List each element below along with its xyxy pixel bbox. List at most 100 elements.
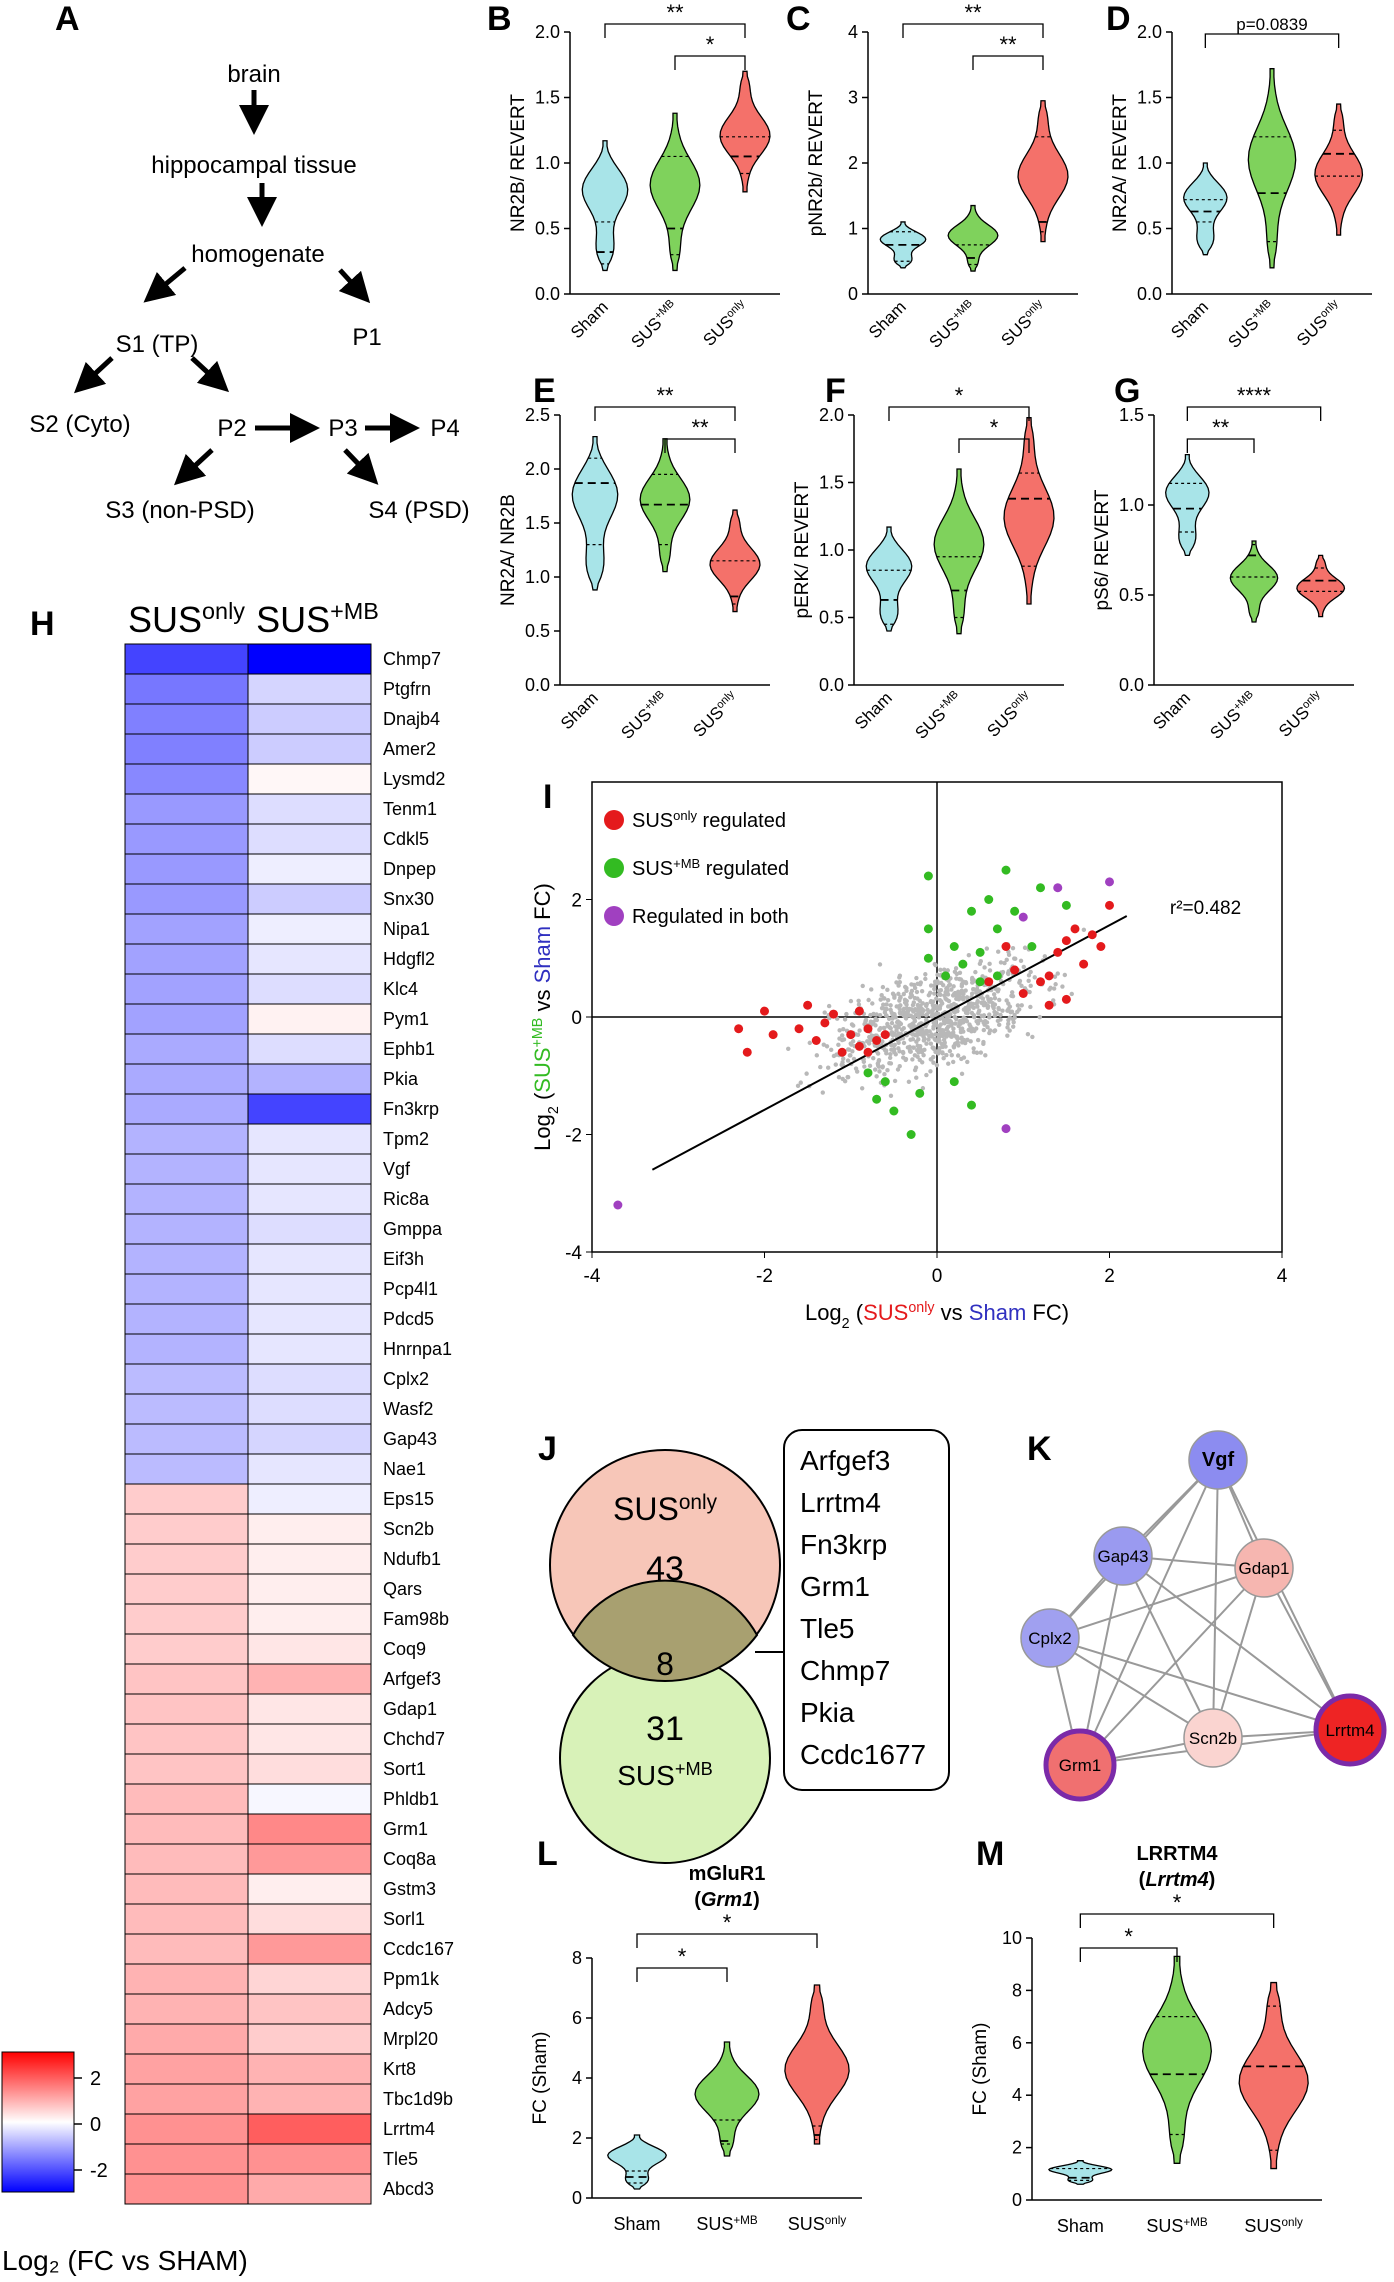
background-point — [893, 1015, 898, 1020]
background-point — [877, 962, 883, 967]
background-point — [910, 1037, 916, 1042]
heatmap-row-label: Cplx2 — [383, 1369, 429, 1389]
background-point — [951, 1026, 956, 1031]
heatmap-row-label: Lrrtm4 — [383, 2119, 435, 2139]
background-point — [845, 1074, 850, 1080]
heatmap-row-label: Tle5 — [383, 2149, 418, 2169]
background-point — [889, 1020, 895, 1026]
heatmap-cell — [124, 1483, 249, 1515]
heatmap-cell — [124, 943, 249, 975]
background-point — [945, 1014, 951, 1019]
background-point — [973, 969, 978, 975]
background-point — [896, 1021, 902, 1026]
background-point — [878, 997, 883, 1002]
heatmap-cell — [124, 763, 249, 795]
background-point — [937, 1016, 943, 1021]
heatmap-cell — [247, 1003, 372, 1035]
background-point — [1007, 1028, 1012, 1033]
background-point — [845, 1047, 851, 1052]
violin-susmb — [649, 112, 701, 272]
heatmap-cell — [247, 1693, 372, 1725]
background-point — [888, 1051, 893, 1057]
venn-gene: Ccdc1677 — [800, 1739, 926, 1770]
background-point — [906, 1013, 912, 1018]
arrow-homogenate-s1 — [143, 266, 187, 303]
x-tick-label: Sham — [613, 2214, 660, 2234]
background-point — [928, 1069, 933, 1074]
violin-susonly — [1003, 417, 1055, 605]
x-tick-label: -4 — [584, 1266, 601, 1287]
network-node-label: Vgf — [1202, 1449, 1235, 1471]
heatmap-cell — [247, 1393, 372, 1425]
background-point — [951, 1045, 957, 1050]
background-point — [873, 1023, 878, 1028]
background-point — [914, 1075, 919, 1080]
violin-susmb — [1142, 1955, 1212, 2164]
background-point — [1017, 978, 1023, 984]
heatmap-cell — [124, 2023, 249, 2055]
y-tick-label: 1.0 — [819, 540, 844, 560]
background-point — [991, 992, 997, 997]
background-point — [911, 1045, 916, 1050]
x-tick-label: Sham — [1149, 688, 1194, 733]
heatmap-row-label: Abcd3 — [383, 2179, 434, 2199]
heatmap-row-label: Pcp4l1 — [383, 1279, 438, 1299]
background-point — [897, 998, 902, 1003]
y-tick-label: 4 — [572, 2068, 582, 2088]
heatmap-column-susmb: SUS+MB — [256, 598, 379, 640]
background-point — [907, 1023, 912, 1028]
heatmap-cell — [124, 1333, 249, 1365]
background-point — [940, 1050, 945, 1055]
heatmap-row-label: Ccdc167 — [383, 1939, 454, 1959]
background-point — [895, 1067, 901, 1072]
background-point — [893, 1052, 898, 1057]
y-tick-label: 0.0 — [535, 284, 560, 304]
arrow-s1-s2 — [73, 356, 114, 394]
heatmap-cell — [124, 1423, 249, 1455]
heatmap-cell — [124, 2113, 249, 2145]
background-point — [840, 1076, 845, 1082]
background-point — [894, 1028, 899, 1033]
background-point — [957, 1019, 962, 1024]
both-point — [1053, 883, 1063, 893]
panel-label-i: I — [543, 778, 553, 816]
background-point — [953, 966, 959, 971]
background-point — [1009, 990, 1015, 995]
susonly-point — [1061, 936, 1071, 946]
background-point — [873, 1016, 878, 1022]
heatmap-cell — [124, 1003, 249, 1035]
heatmap-cell — [247, 1963, 372, 1995]
heatmap-cell — [124, 1063, 249, 1095]
heatmap-row-label: Chmp7 — [383, 649, 441, 669]
network-edge — [1079, 1459, 1219, 1766]
background-point — [978, 1017, 983, 1023]
heatmap-cell — [247, 1573, 372, 1605]
background-point — [945, 992, 951, 997]
heatmap-row-label: Gap43 — [383, 1429, 437, 1449]
y-tick-label: 0.0 — [1119, 675, 1144, 695]
background-point — [1055, 971, 1060, 976]
background-point — [842, 1017, 848, 1022]
heatmap-row-label: Ric8a — [383, 1189, 430, 1209]
background-point — [954, 1016, 959, 1022]
background-point — [941, 1019, 947, 1024]
background-point — [831, 1053, 837, 1059]
background-point — [951, 1030, 956, 1035]
susonly-point — [734, 1024, 744, 1034]
background-point — [917, 1057, 922, 1063]
background-point — [932, 1006, 937, 1011]
network-node-label: Grm1 — [1059, 1756, 1102, 1775]
background-point — [915, 1013, 921, 1018]
background-point — [936, 1032, 941, 1038]
violin-susmb — [1229, 540, 1279, 623]
y-tick-label: 1.0 — [535, 153, 560, 173]
violin-chart-perk: 0.0 0.5 1.0 1.5 2.0 pERK/ REVERT Sham SUS+MB SUS… — [792, 383, 1064, 743]
heatmap-cell — [247, 703, 372, 735]
background-point — [937, 1038, 942, 1043]
significance-bracket — [594, 406, 736, 421]
y-tick-label: 1.0 — [525, 567, 550, 587]
arrow-p2-s3 — [173, 448, 214, 486]
heatmap-cell — [124, 1873, 249, 1905]
x-tick-label: SUS+MB — [1224, 297, 1278, 351]
x-tick-label: Sham — [557, 688, 602, 733]
